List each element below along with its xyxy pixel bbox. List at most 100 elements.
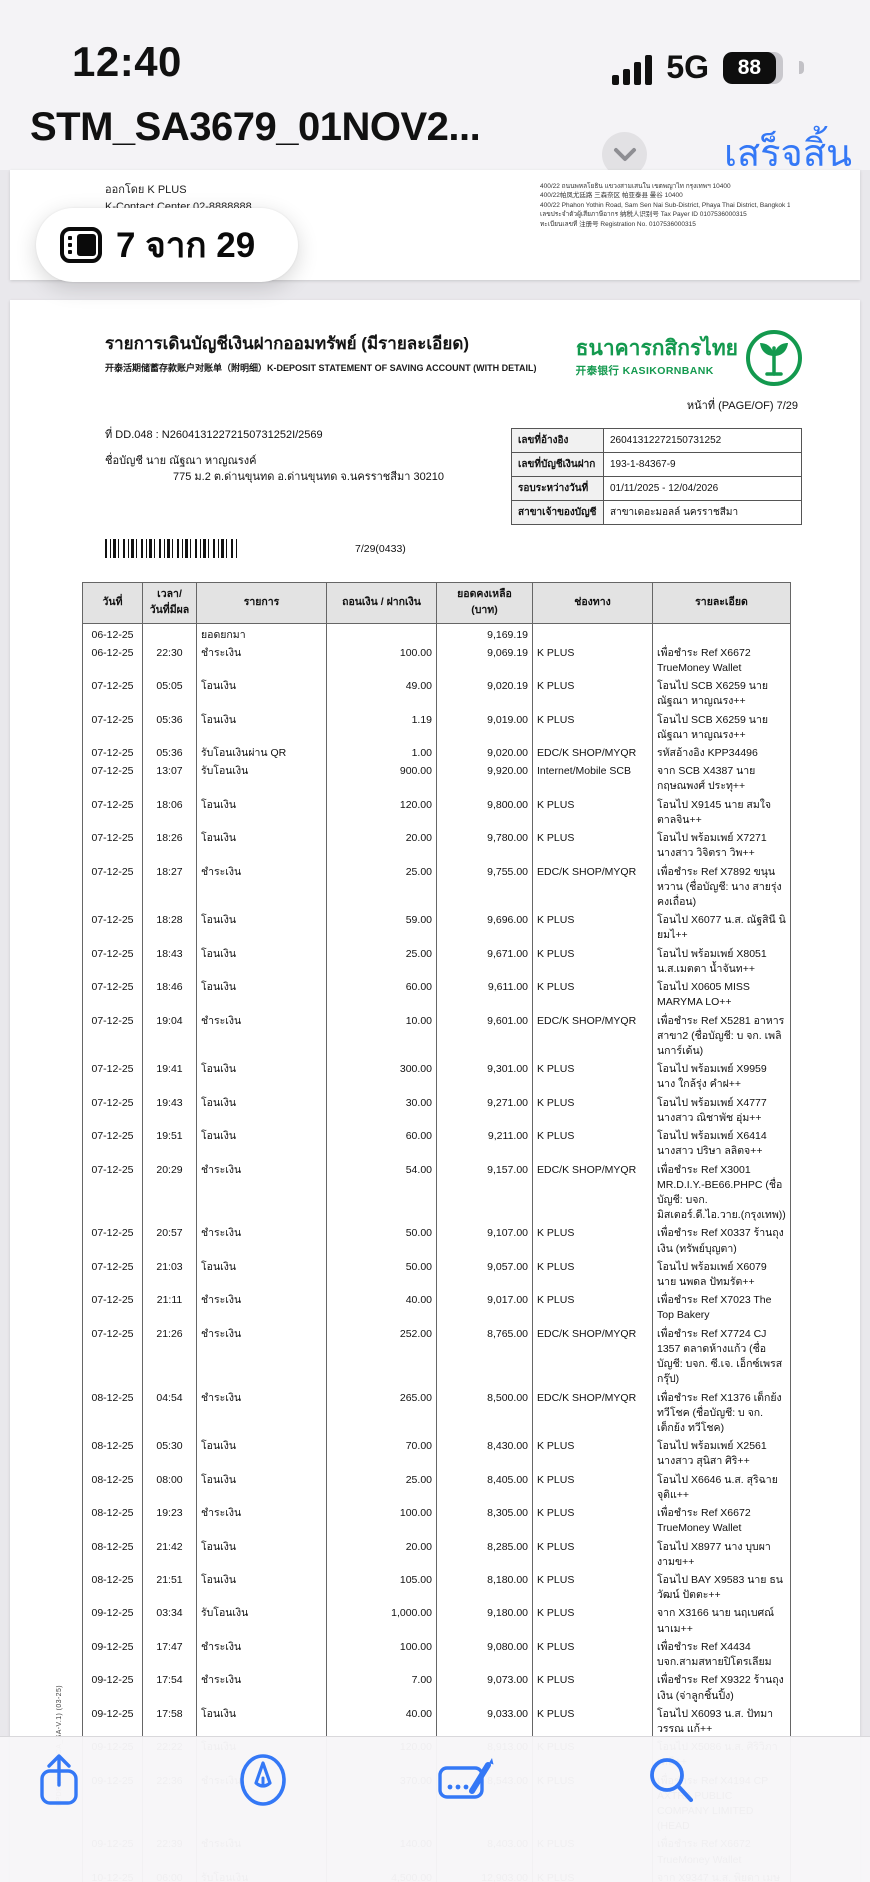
cell-date: 06-12-25 [82, 644, 143, 678]
fill-sign-button[interactable] [438, 1751, 494, 1809]
transaction-row: 08-12-25 05:30 โอนเงิน 70.00 8,430.00 K PLUS โ… [82, 1437, 791, 1472]
transaction-row: 07-12-25 05:36 โอนเงิน 1.19 9,019.00 K PLUS โอ… [82, 711, 791, 745]
cell-balance: 8,285.00 [436, 1538, 533, 1572]
cell-date: 07-12-25 [82, 1094, 143, 1128]
cell-balance: 9,080.00 [436, 1638, 533, 1672]
document-scroll-area[interactable]: 7 จาก 29 ออกโดย K PLUS K-Contact Center … [0, 170, 870, 1882]
cell-amount: 300.00 [326, 1060, 437, 1095]
cell-date: 08-12-25 [82, 1504, 143, 1539]
cell-date: 07-12-25 [82, 978, 143, 1013]
cell-item: ชำระเงิน [196, 1638, 327, 1672]
cell-detail: โอนไป X0605 MISS MARYMA LO++ [652, 978, 791, 1013]
info-row: เลขที่อ้างอิง 26041312272150731252 [511, 428, 802, 453]
cell-time: 21:51 [142, 1571, 197, 1605]
cell-detail: จาก X3166 นาย นฤเบศณ์ นาเม++ [652, 1604, 791, 1639]
done-button[interactable]: เสร็จสิ้น [724, 122, 852, 183]
cell-channel: K PLUS [532, 1437, 653, 1472]
cell-balance: 8,305.00 [436, 1504, 533, 1539]
cell-date: 07-12-25 [82, 744, 143, 763]
cell-detail [652, 623, 791, 645]
cell-item: โอนเงิน [196, 711, 327, 745]
column-header: รายละเอียด [652, 582, 791, 624]
transaction-row: 07-12-25 19:41 โอนเงิน 300.00 9,301.00 K PLUS… [82, 1060, 791, 1095]
battery-icon: 88 [723, 51, 783, 84]
cell-balance: 9,020.00 [436, 744, 533, 763]
cell-amount: 900.00 [326, 762, 437, 797]
transaction-row: 09-12-25 17:54 ชำระเงิน 7.00 9,073.00 K PLUS เ… [82, 1671, 791, 1706]
cell-detail: เพื่อชำระ Ref X7724 CJ 1357 ตลาดห้างแก้ว… [652, 1325, 791, 1390]
transaction-row: 09-12-25 03:34 รับโอนเงิน 1,000.00 9,180.00 K… [82, 1604, 791, 1639]
page-indicator-pill[interactable]: 7 จาก 29 [36, 208, 298, 282]
cell-time: 22:30 [142, 644, 197, 678]
cell-date: 08-12-25 [82, 1471, 143, 1505]
cell-detail: โอนไป พร้อมเพย์ X6079 นาย นพดล ปัทมรัต++ [652, 1258, 791, 1292]
markup-button[interactable] [237, 1751, 289, 1809]
cell-channel: K PLUS [532, 677, 653, 712]
cell-time: 05:36 [142, 744, 197, 763]
cell-channel: K PLUS [532, 796, 653, 830]
cell-item: ยอดยกมา [196, 623, 327, 645]
cell-amount: 25.00 [326, 863, 437, 912]
search-button[interactable] [645, 1751, 697, 1809]
cell-time: 18:06 [142, 796, 197, 830]
address-line: ทะเบียนเลขที่ 注册号 Registration No. 01075… [540, 220, 696, 228]
cell-time: 05:05 [142, 677, 197, 712]
cell-detail: โอนไป SCB X6259 นาย ณัฐณา หาญณรง++ [652, 677, 791, 712]
page-thumbnail-icon [60, 227, 102, 263]
cell-detail: เพื่อชำระ Ref X0337 ร้านถุงเงิน (ทรัพย์บ… [652, 1224, 791, 1259]
cell-amount: 59.00 [326, 911, 437, 946]
cell-amount: 25.00 [326, 1471, 437, 1505]
cell-time: 21:03 [142, 1258, 197, 1292]
cell-channel: K PLUS [532, 1127, 653, 1161]
cell-balance: 8,180.00 [436, 1571, 533, 1605]
address-line: 400/22帕凤尤廷路 三森奈区 帕亚泰县 曼谷 10400 [540, 192, 683, 200]
info-row: เลขที่บัญชีเงินฝาก 193-1-84367-9 [511, 452, 802, 477]
bank-emblem-icon [746, 330, 802, 386]
cell-time: 21:26 [142, 1325, 197, 1390]
cell-channel: EDC/K SHOP/MYQR [532, 744, 653, 763]
cell-item: โอนเงิน [196, 1094, 327, 1128]
cell-channel: K PLUS [532, 1571, 653, 1605]
transaction-row: 07-12-25 05:05 โอนเงิน 49.00 9,020.19 K PLUS โ… [82, 677, 791, 712]
info-value: 01/11/2025 - 12/04/2026 [603, 476, 802, 501]
cell-item: ชำระเงิน [196, 1389, 327, 1438]
cell-amount: 100.00 [326, 644, 437, 678]
cell-detail: เพื่อชำระ Ref X6672 TrueMoney Wallet [652, 1504, 791, 1539]
cell-balance: 9,671.00 [436, 945, 533, 979]
cell-balance: 9,057.00 [436, 1258, 533, 1292]
cell-date: 07-12-25 [82, 677, 143, 712]
cell-item: โอนเงิน [196, 1471, 327, 1505]
cell-balance: 9,920.00 [436, 762, 533, 797]
column-header: ช่องทาง [532, 582, 653, 624]
cell-balance: 9,800.00 [436, 796, 533, 830]
cell-amount: 10.00 [326, 1012, 437, 1061]
cell-detail: เพื่อชำระ Ref X7892 ขนุนหวาน (ชื่อบัญชี:… [652, 863, 791, 912]
cell-detail: โอนไป พร้อมเพย์ X7271 นางสาว วิจิตรา วิพ… [652, 829, 791, 864]
transaction-row: 07-12-25 18:28 โอนเงิน 59.00 9,696.00 K PLUS โ… [82, 911, 791, 946]
transaction-row: 08-12-25 04:54 ชำระเงิน 265.00 8,500.00 EDC/K… [82, 1389, 791, 1438]
transaction-row: 09-12-25 17:47 ชำระเงิน 100.00 9,080.00 K PLU… [82, 1638, 791, 1672]
cell-time: 17:54 [142, 1671, 197, 1706]
bank-name-en: 开泰银行 KASIKORNBANK [575, 364, 714, 377]
cell-date: 08-12-25 [82, 1538, 143, 1572]
transaction-row: 07-12-25 20:29 ชำระเงิน 54.00 9,157.00 EDC/K … [82, 1161, 791, 1225]
cell-time: 04:54 [142, 1389, 197, 1438]
title-menu-button[interactable] [602, 132, 647, 177]
column-header: ยอดคงเหลือ (บาท) [436, 582, 533, 624]
cell-balance: 9,780.00 [436, 829, 533, 864]
share-button[interactable] [33, 1751, 85, 1809]
cell-date: 07-12-25 [82, 1127, 143, 1161]
cell-time: 05:30 [142, 1437, 197, 1472]
cell-channel: K PLUS [532, 1060, 653, 1095]
cell-balance: 9,211.00 [436, 1127, 533, 1161]
cell-time: 05:36 [142, 711, 197, 745]
info-row: สาขาเจ้าของบัญชี สาขาเดอะมอลล์ นครราชสีมา [511, 500, 802, 525]
statement-subtitle: 开泰活期储蓄存款账户对账单（附明细）K-DEPOSIT STATEMENT OF… [105, 363, 537, 373]
cell-item: ชำระเงิน [196, 1325, 327, 1390]
page-of-label: หน้าที่ (PAGE/OF) 7/29 [686, 400, 798, 412]
cell-time: 21:11 [142, 1291, 197, 1326]
cell-time: 19:41 [142, 1060, 197, 1095]
cell-amount: 25.00 [326, 945, 437, 979]
cell-detail: จาก SCB X4387 นาย กฤษณพงศ์ ประทุ++ [652, 762, 791, 797]
